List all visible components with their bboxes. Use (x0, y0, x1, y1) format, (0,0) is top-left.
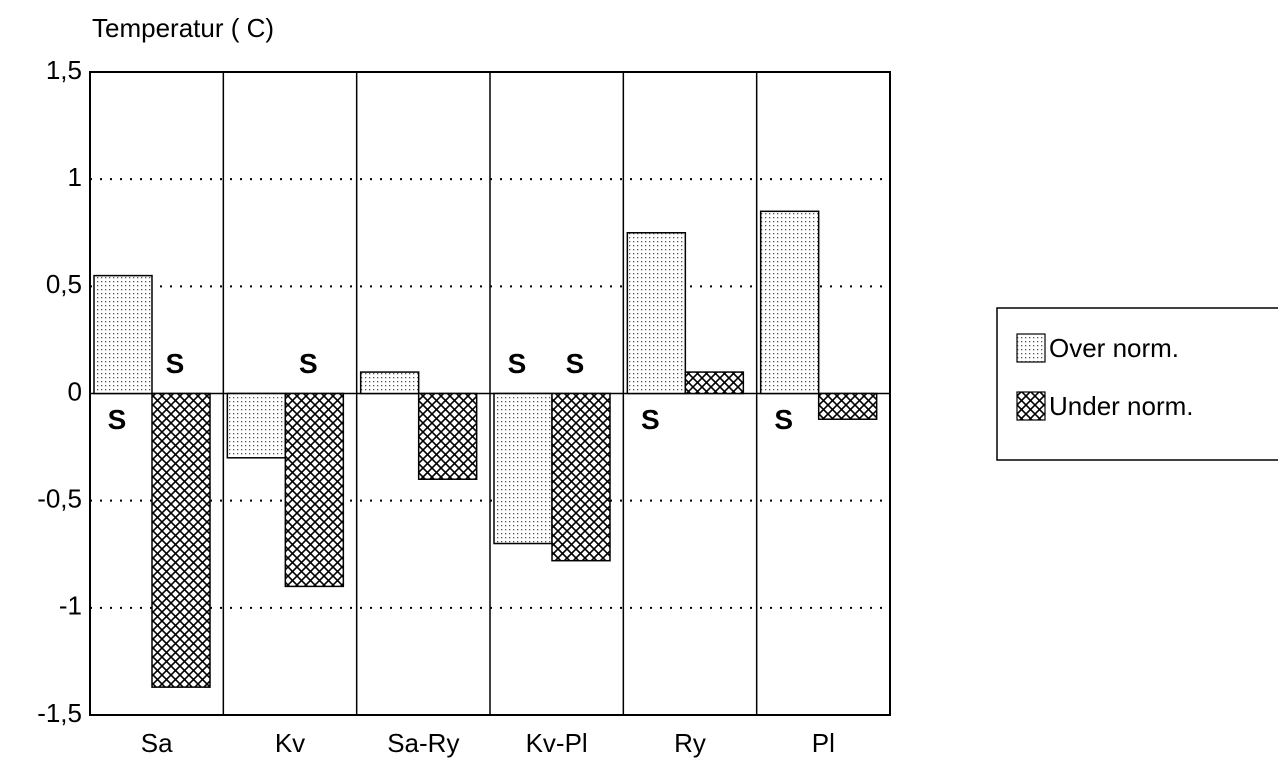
significance-mark: S (299, 348, 318, 379)
bar (684, 371, 745, 395)
bar (151, 392, 211, 688)
legend-swatch (1016, 333, 1046, 363)
y-tick-label: 1,5 (46, 55, 82, 85)
x-tick-label: Sa (141, 728, 173, 758)
y-tick-label: -0,5 (37, 484, 82, 514)
y-tick-label: 0,5 (46, 269, 82, 299)
y-tick-label: -1,5 (37, 698, 82, 728)
bar (359, 371, 420, 395)
x-tick-label: Kv-Pl (526, 728, 588, 758)
bar (417, 392, 478, 480)
significance-mark: S (774, 404, 793, 435)
significance-mark: S (566, 348, 585, 379)
y-tick-label: -1 (59, 591, 82, 621)
x-tick-label: Sa-Ry (387, 728, 459, 758)
bar (817, 392, 878, 420)
plot-frame (89, 71, 891, 716)
y-tick-label: 0 (68, 376, 82, 406)
x-tick-label: Pl (812, 728, 835, 758)
x-tick-label: Kv (275, 728, 305, 758)
bar (493, 392, 553, 545)
bar (226, 392, 287, 459)
y-tick-label: 1 (68, 162, 82, 192)
significance-mark: S (641, 404, 660, 435)
significance-mark: S (508, 348, 527, 379)
bar (93, 274, 153, 395)
legend-label: Under norm. (1049, 391, 1194, 421)
y-axis-title: Temperatur ( C) (92, 13, 274, 43)
bar (284, 392, 345, 588)
significance-mark: S (166, 348, 185, 379)
bar (759, 210, 820, 395)
legend-label: Over norm. (1049, 333, 1179, 363)
significance-mark: S (108, 404, 127, 435)
bar (626, 232, 687, 395)
bar (551, 392, 611, 562)
x-tick-label: Ry (674, 728, 706, 758)
legend-swatch (1016, 391, 1046, 421)
legend-box (996, 307, 1278, 461)
